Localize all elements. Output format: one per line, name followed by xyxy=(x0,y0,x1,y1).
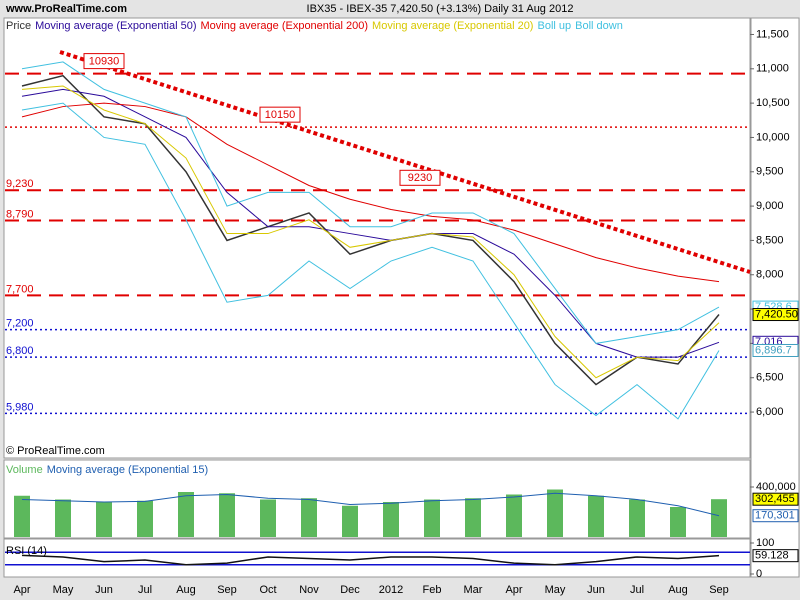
level-tag: 9230 xyxy=(408,172,432,184)
copyright: © ProRealTime.com xyxy=(6,445,105,457)
x-tick-label: Dec xyxy=(340,584,360,596)
legend: Price Moving average (Exponential 50) Movi… xyxy=(6,20,623,32)
legend-entry: Boll down xyxy=(575,20,623,32)
y-tick-label: 8,000 xyxy=(756,269,784,281)
bar xyxy=(670,507,686,537)
y-tick-label: 0 xyxy=(756,568,762,580)
x-tick-label: Aug xyxy=(668,584,688,596)
x-tick-label: Oct xyxy=(259,584,276,596)
y-tick-label: 6,500 xyxy=(756,372,784,384)
level-label: 7,200 xyxy=(6,318,34,330)
last-value-label: 59.128 xyxy=(755,550,789,562)
series-line xyxy=(21,554,720,566)
level-tag: 10150 xyxy=(265,109,296,121)
y-tick-label: 11,500 xyxy=(756,28,789,40)
y-tick-label: 11,000 xyxy=(756,63,789,75)
bar xyxy=(424,499,440,537)
volume-panel xyxy=(3,459,751,539)
trend-line xyxy=(59,50,751,274)
level-label: 5,980 xyxy=(6,401,34,413)
bar xyxy=(137,500,153,537)
series-line xyxy=(21,102,720,283)
bar xyxy=(55,499,71,537)
x-tick-label: Apr xyxy=(505,584,522,596)
y-tick-label: 6,000 xyxy=(756,406,784,418)
last-value-label: 170,301 xyxy=(755,510,795,522)
y-tick-label: 8,500 xyxy=(756,234,784,246)
x-tick-label: Apr xyxy=(13,584,30,596)
last-value-box xyxy=(752,509,799,523)
bar xyxy=(465,498,481,537)
last-value-label: 7,420.50 xyxy=(755,308,798,320)
y-tick-label: 9,500 xyxy=(756,166,784,178)
series-line xyxy=(21,88,720,358)
level-label: 6,800 xyxy=(6,345,34,357)
last-value-box xyxy=(752,549,799,563)
x-tick-label: Feb xyxy=(423,584,442,596)
bar xyxy=(342,505,358,537)
legend-entry: Moving average (Exponential 50) xyxy=(35,20,196,32)
x-tick-label: Aug xyxy=(176,584,196,596)
level-label: 9,230 xyxy=(6,178,34,190)
bar xyxy=(301,498,317,537)
bar xyxy=(383,502,399,537)
x-tick-label: Jun xyxy=(587,584,605,596)
x-tick-label: Nov xyxy=(299,584,319,596)
x-tick-label: Jun xyxy=(95,584,113,596)
panel-title: RSI (14) xyxy=(6,545,47,557)
series-line xyxy=(21,492,720,517)
legend-entry: Moving average (Exponential 15) xyxy=(47,464,208,476)
y-tick-label: 10,500 xyxy=(756,97,790,109)
bar xyxy=(14,495,30,537)
bar xyxy=(547,489,563,537)
x-tick-label: Jul xyxy=(630,584,644,596)
last-value-box xyxy=(752,343,799,357)
series-line xyxy=(21,85,720,379)
bar xyxy=(178,492,194,537)
last-value-label: 6,896.7 xyxy=(755,344,792,356)
bar xyxy=(506,494,522,537)
x-tick-label: Sep xyxy=(217,584,237,596)
level-tag: 10930 xyxy=(89,56,120,68)
bar xyxy=(588,495,604,537)
bar xyxy=(219,493,235,537)
y-tick-label: 100 xyxy=(756,537,774,549)
bar xyxy=(629,499,645,537)
series-line xyxy=(21,102,720,420)
legend-entry: Moving average (Exponential 20) xyxy=(372,20,533,32)
y-tick-label: 9,000 xyxy=(756,200,784,212)
x-tick-label: May xyxy=(545,584,566,596)
legend-entry: Price xyxy=(6,20,31,32)
last-value-label: 302,455 xyxy=(755,493,795,505)
x-tick-label: May xyxy=(53,584,74,596)
last-value-box xyxy=(752,308,799,322)
right-axis xyxy=(750,17,800,578)
level-tag-box xyxy=(259,106,301,123)
y-tick-label: 400,000 xyxy=(756,481,796,493)
legend-entry: Boll up xyxy=(537,20,571,32)
watermark: www.ProRealTime.com xyxy=(5,3,127,15)
last-value-box xyxy=(752,492,799,506)
x-tick-label: Jul xyxy=(138,584,152,596)
chart-title: IBX35 - IBEX-35 7,420.50 (+3.13%) Daily … xyxy=(307,3,574,15)
legend: RSI (14) xyxy=(6,545,47,557)
series-line xyxy=(21,61,720,344)
legend-entry: Moving average (Exponential 200) xyxy=(201,20,369,32)
x-tick-label: Mar xyxy=(464,584,483,596)
bar xyxy=(711,499,727,537)
bar xyxy=(96,502,112,537)
level-label: 7,700 xyxy=(6,283,34,295)
y-tick-label: 10,000 xyxy=(756,131,790,143)
level-label: 8,790 xyxy=(6,208,34,220)
legend-entry: Volume xyxy=(6,464,43,476)
level-tag-box xyxy=(399,169,441,186)
x-tick-label: 2012 xyxy=(379,584,403,596)
level-tag-box xyxy=(83,53,125,70)
bar xyxy=(260,499,276,537)
x-tick-label: Sep xyxy=(709,584,729,596)
series-line xyxy=(21,74,720,386)
legend: Volume Moving average (Exponential 15) xyxy=(6,464,208,476)
